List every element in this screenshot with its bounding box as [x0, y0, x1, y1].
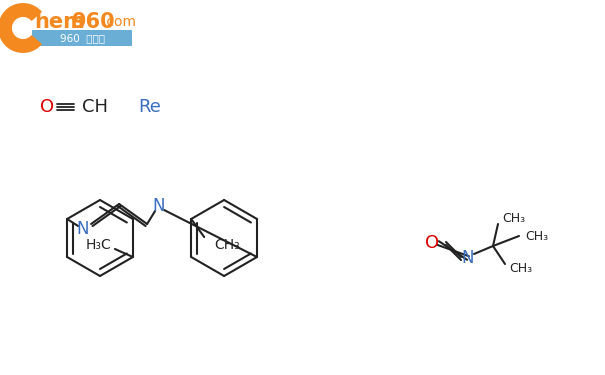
Text: N: N: [153, 197, 165, 215]
Text: hem: hem: [34, 12, 85, 32]
Text: N: N: [462, 249, 474, 267]
Text: N: N: [77, 220, 90, 238]
Text: 960: 960: [72, 12, 116, 32]
Text: CH₃: CH₃: [509, 261, 532, 274]
Text: CH₃: CH₃: [502, 211, 525, 225]
FancyBboxPatch shape: [32, 30, 132, 46]
Text: CH₃: CH₃: [214, 238, 240, 252]
Text: O: O: [40, 98, 54, 116]
Text: O: O: [425, 234, 439, 252]
Text: H₃C: H₃C: [85, 238, 111, 252]
Text: CH: CH: [82, 98, 108, 116]
Text: Re: Re: [138, 98, 161, 116]
Text: CH₃: CH₃: [525, 230, 548, 243]
Text: 960  化工网: 960 化工网: [59, 33, 105, 43]
Text: .com: .com: [103, 15, 137, 29]
